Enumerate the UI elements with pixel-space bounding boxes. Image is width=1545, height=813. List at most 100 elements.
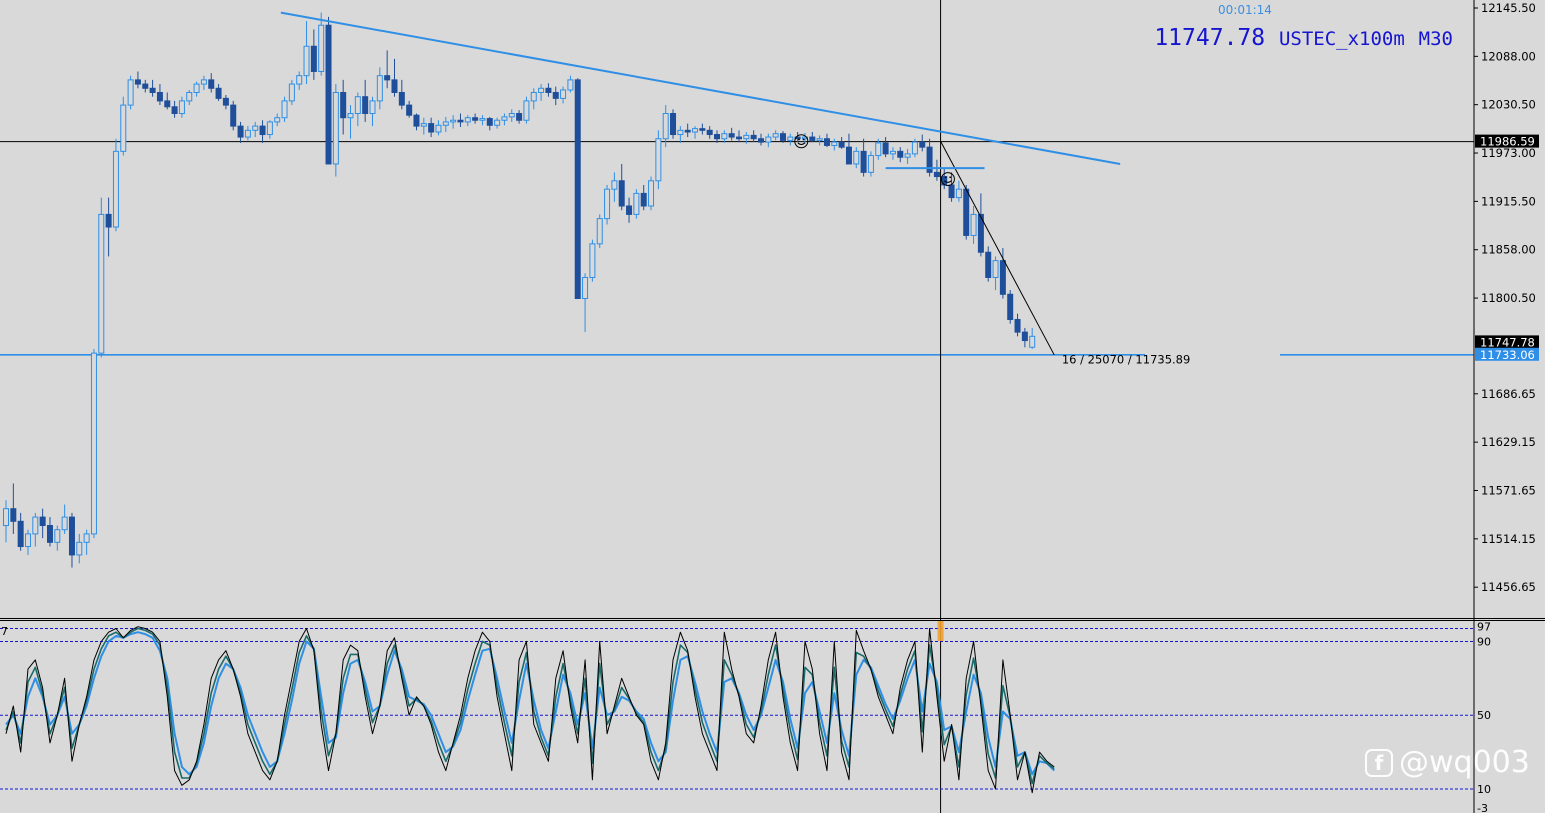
candle-body xyxy=(904,153,911,158)
candle-body xyxy=(765,136,772,143)
candle xyxy=(171,100,178,118)
candle-body xyxy=(112,150,119,228)
candle xyxy=(779,131,786,143)
candle-body xyxy=(911,141,918,155)
trendlines[interactable] xyxy=(280,11,1121,356)
candle-body xyxy=(736,136,742,140)
candle xyxy=(853,147,860,169)
candle xyxy=(508,109,515,122)
candle-body xyxy=(420,123,427,127)
symbol-name: USTEC_x100m xyxy=(1278,28,1405,50)
candle xyxy=(648,176,655,211)
candle-body xyxy=(369,100,376,115)
candle-body xyxy=(1007,293,1014,321)
candle xyxy=(208,73,215,93)
candle xyxy=(596,214,603,249)
candle-body xyxy=(970,213,977,236)
candle-body xyxy=(567,79,574,91)
candle xyxy=(875,138,882,160)
crosshair-price-label: 11986.59 xyxy=(1480,135,1535,149)
candle xyxy=(626,197,633,223)
candle-body xyxy=(479,118,486,121)
oscillator-level-label: 10 xyxy=(1477,783,1491,796)
candle-body xyxy=(134,79,141,85)
candle xyxy=(90,348,97,539)
candle xyxy=(714,130,721,143)
candle xyxy=(17,512,24,551)
resistance-trendline xyxy=(280,11,1121,165)
candle xyxy=(750,130,757,143)
candle xyxy=(186,89,193,106)
candle xyxy=(567,75,574,93)
candle-body xyxy=(10,508,17,522)
candle-body xyxy=(589,243,596,278)
candle-body xyxy=(626,205,633,215)
candle xyxy=(970,206,977,244)
candle xyxy=(296,71,303,90)
candle xyxy=(61,504,68,534)
level-lines xyxy=(0,0,1474,813)
smiley-mouth xyxy=(797,142,806,146)
candle xyxy=(955,180,962,202)
candle xyxy=(941,168,948,190)
candle-body xyxy=(435,124,442,133)
candle-body xyxy=(303,45,310,77)
candle xyxy=(882,137,889,158)
candle xyxy=(831,138,838,151)
candle-body xyxy=(919,141,926,148)
candle-body xyxy=(398,91,405,106)
candle-body xyxy=(992,260,999,278)
candle xyxy=(977,193,984,257)
price-tick-label: 11973.00 xyxy=(1481,146,1536,160)
oscillator-bottom-label: -3 xyxy=(1477,802,1488,813)
candle xyxy=(222,95,229,110)
candle xyxy=(757,133,764,146)
candle-body xyxy=(208,79,215,89)
candle-body xyxy=(457,119,464,123)
candle xyxy=(68,512,75,568)
candle xyxy=(134,71,141,89)
candle xyxy=(1029,327,1036,349)
candle-body xyxy=(61,516,68,531)
candle xyxy=(479,115,486,126)
candle xyxy=(178,96,185,118)
candle xyxy=(1021,327,1028,348)
candle-body xyxy=(193,83,200,93)
candle xyxy=(442,116,449,133)
candle xyxy=(772,130,779,141)
candle xyxy=(10,483,17,534)
candle-body xyxy=(362,96,369,115)
candle-body xyxy=(354,96,361,115)
candle xyxy=(1014,313,1021,337)
candle xyxy=(413,113,420,131)
candle-body xyxy=(486,118,493,126)
price-tick-label: 12088.00 xyxy=(1481,49,1536,63)
candle-body xyxy=(1021,331,1028,342)
candle xyxy=(32,512,39,547)
candle-body xyxy=(670,113,677,136)
candle-body xyxy=(596,218,603,245)
candle-body xyxy=(948,184,955,199)
candle-body xyxy=(677,129,684,136)
candle-body xyxy=(787,136,794,141)
candle-body xyxy=(105,213,112,228)
candle xyxy=(193,81,200,97)
candle xyxy=(889,147,896,160)
candle-body xyxy=(252,125,259,131)
crosshair-price-tag xyxy=(1475,134,1539,148)
bid-price-label: 11747.78 xyxy=(1480,335,1535,349)
candle xyxy=(156,84,163,106)
candle xyxy=(369,96,376,127)
candle xyxy=(450,115,457,129)
candle-body xyxy=(428,123,435,133)
candle-body xyxy=(875,142,882,157)
candle xyxy=(24,529,31,555)
candle xyxy=(926,138,933,177)
watermark: f @wq003 xyxy=(1365,745,1530,780)
measure-trendline xyxy=(940,141,1055,356)
candle xyxy=(589,239,596,282)
candle-body xyxy=(750,134,757,140)
candle xyxy=(318,12,325,76)
